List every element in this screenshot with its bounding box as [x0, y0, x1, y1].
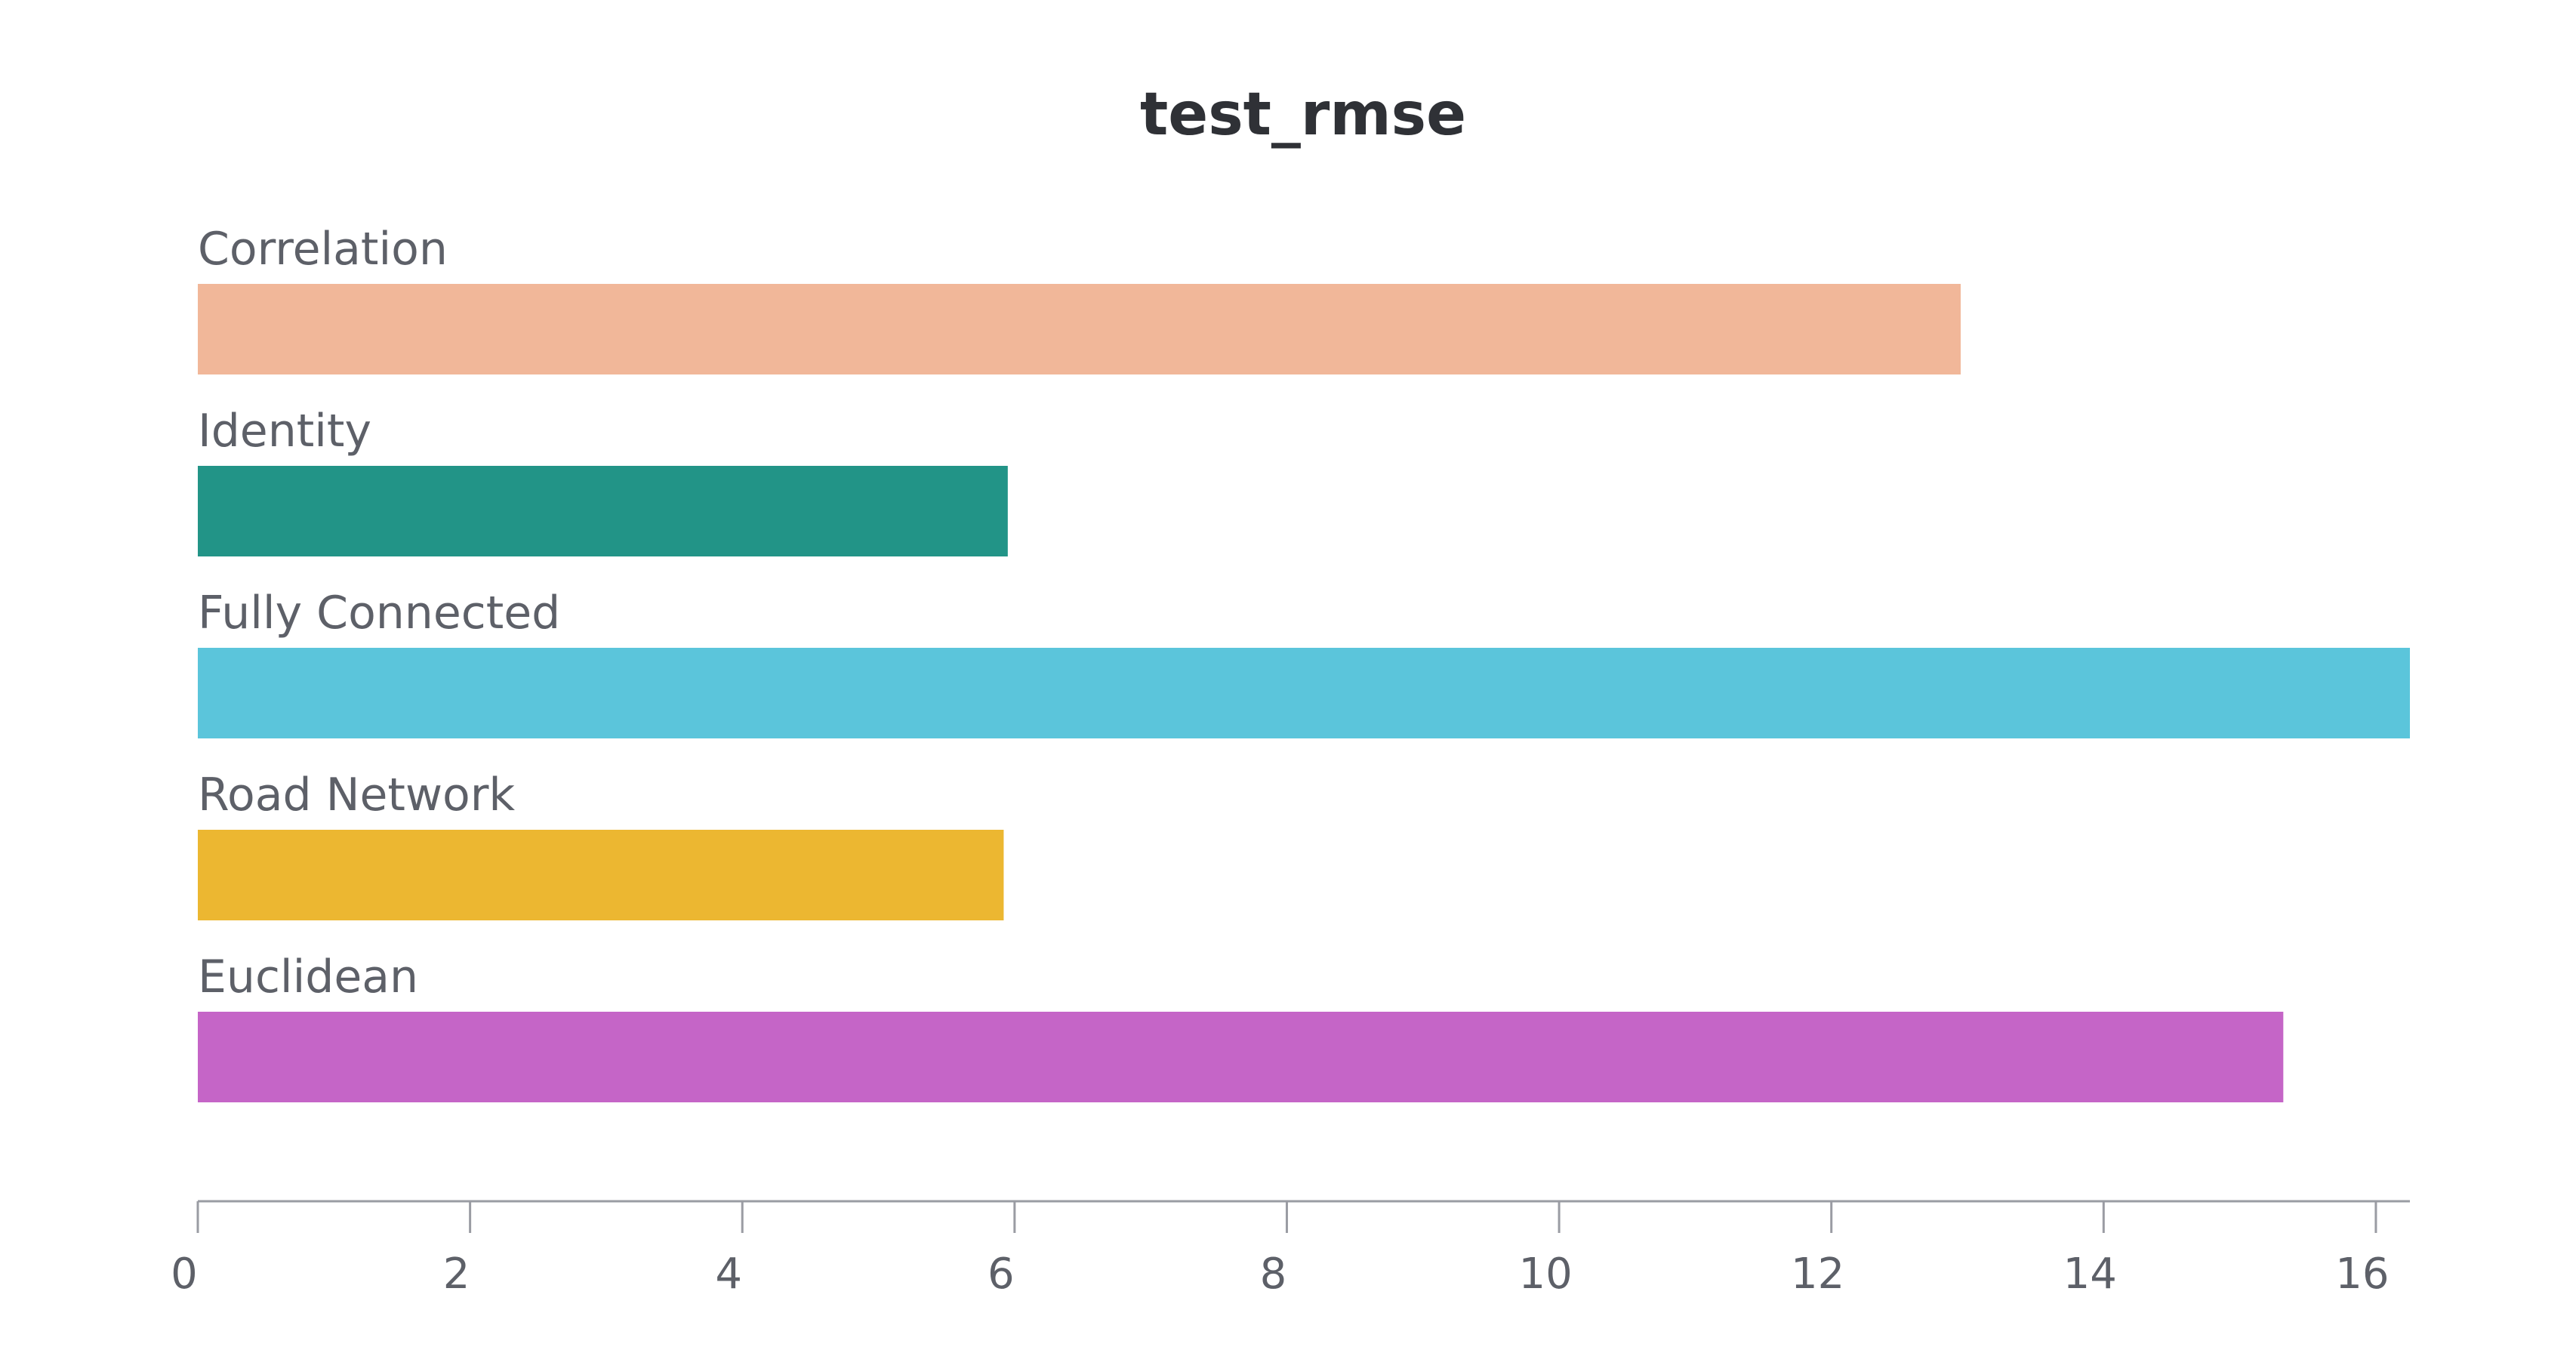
- bar: [198, 648, 2410, 738]
- bar-label: Fully Connected: [198, 587, 560, 640]
- x-tick-label: 8: [1260, 1250, 1287, 1299]
- bar: [198, 284, 1961, 374]
- bar: [198, 830, 1004, 920]
- x-tick-label: 10: [1518, 1250, 1572, 1299]
- x-tick-label: 4: [715, 1250, 742, 1299]
- x-tick-label: 12: [1791, 1250, 1844, 1299]
- x-tick-label: 16: [2335, 1250, 2389, 1299]
- x-tick-label: 14: [2063, 1250, 2117, 1299]
- bar: [198, 1012, 2284, 1102]
- x-tick-label: 2: [443, 1250, 470, 1299]
- bar-label: Road Network: [198, 769, 515, 821]
- bars-layer: Correlation Identity Fully Connected Road N…: [198, 223, 2410, 1102]
- x-axis: 0 2 4 6 8 10 12 14 16: [171, 1200, 2410, 1299]
- bar-label: Correlation: [198, 223, 448, 276]
- bar-label: Euclidean: [198, 951, 418, 1003]
- bar: [198, 466, 1008, 556]
- bar-label: Identity: [198, 405, 371, 458]
- chart-title: test_rmse: [1140, 81, 1466, 149]
- x-tick-label: 0: [171, 1250, 198, 1299]
- x-tick-label: 6: [988, 1250, 1015, 1299]
